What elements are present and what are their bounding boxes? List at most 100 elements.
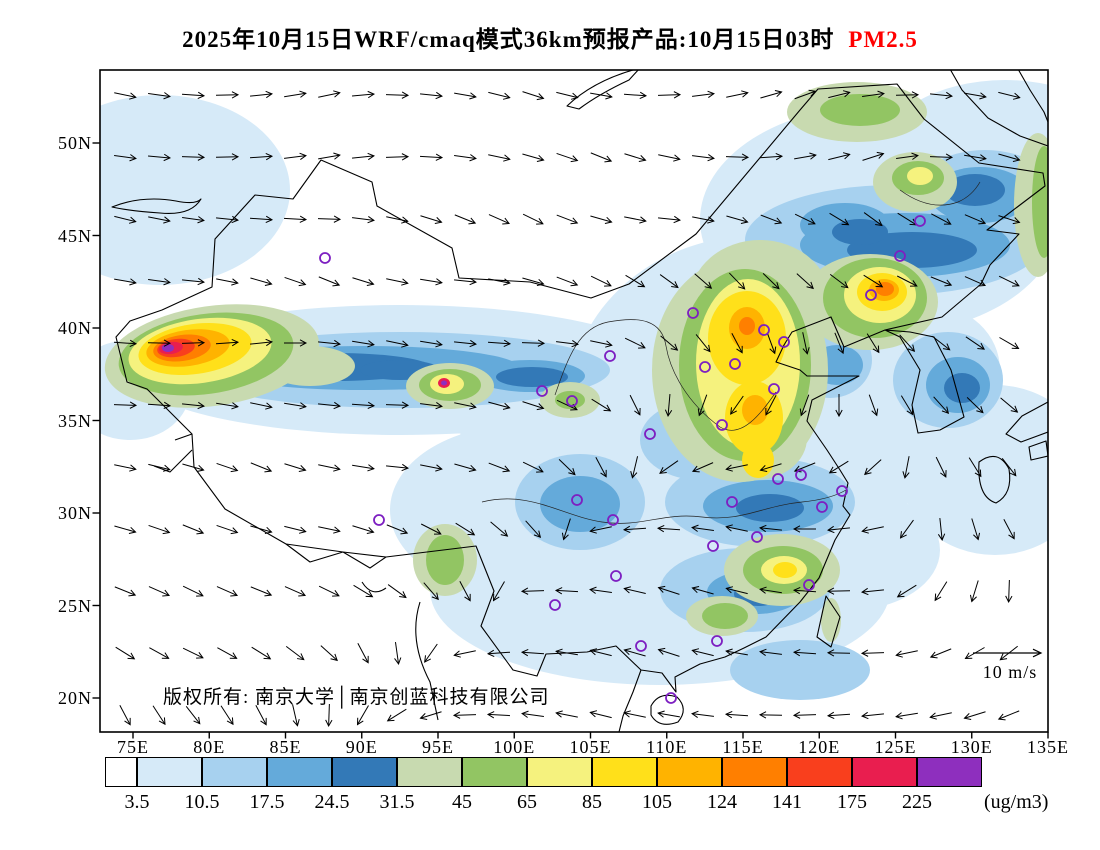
wind-vector <box>394 642 402 665</box>
wind-vector <box>386 524 409 535</box>
wind-vector <box>522 461 544 473</box>
pm25-contour-blob <box>426 535 464 585</box>
wind-vector <box>726 90 749 98</box>
pm25-contour-blob <box>496 367 568 387</box>
wind-vector <box>148 216 171 224</box>
wind-vector <box>114 525 137 534</box>
lat-tick-label: 50N <box>58 133 92 153</box>
wind-vector <box>488 401 511 410</box>
wind-vector <box>691 710 714 718</box>
wind-vector <box>590 215 613 224</box>
pm25-contour-blob <box>555 391 585 409</box>
copyright-text: 版权所有: 南京大学│南京创蓝科技有限公司 <box>163 687 550 708</box>
wind-vector <box>762 272 780 290</box>
wind-vector <box>148 463 171 472</box>
wind-vector <box>590 92 613 100</box>
coastline-border-path <box>111 198 202 214</box>
coastline-border-path <box>361 581 439 721</box>
wind-vector <box>1001 458 1017 477</box>
wind-vector <box>861 526 884 534</box>
wind-vector <box>352 277 375 287</box>
wind-vector <box>589 648 612 657</box>
wind-vector <box>250 90 273 99</box>
plot-title-species: PM2.5 <box>848 27 918 52</box>
wind-vector <box>997 710 1020 721</box>
forecast-map <box>92 69 1049 739</box>
wind-vector <box>492 581 505 602</box>
wind-vector <box>182 401 205 410</box>
river-path <box>554 319 777 431</box>
wind-vector <box>759 648 782 656</box>
colorbar-cell <box>105 757 137 787</box>
station-marker <box>836 485 848 497</box>
wind-vector <box>386 340 409 348</box>
wind-vector <box>522 213 544 225</box>
pm25-contour-blob <box>739 317 755 335</box>
wind-vector <box>896 584 917 598</box>
wind-vector <box>520 587 545 595</box>
wind-vector <box>284 276 307 287</box>
wind-vector <box>385 153 410 161</box>
pm25-contour-blob <box>730 640 870 700</box>
wind-vector <box>929 153 954 161</box>
wind-vector <box>318 276 341 287</box>
wind-vector <box>896 275 918 287</box>
wind-vector <box>249 215 274 223</box>
pm25-contour-blob <box>907 167 933 185</box>
station-marker <box>571 494 583 506</box>
wind-vector <box>829 212 850 226</box>
wind-vector <box>758 711 783 719</box>
coastline-border-path <box>1005 401 1048 443</box>
station-marker <box>772 473 784 485</box>
wind-vector <box>765 395 777 416</box>
wind-vector <box>900 395 914 416</box>
wind-vector <box>1000 397 1019 413</box>
station-marker <box>604 350 616 362</box>
wind-vector <box>250 525 273 534</box>
lon-tick-label: 85E <box>269 737 302 757</box>
wind-vector <box>725 464 748 472</box>
wind-vector <box>424 643 438 663</box>
wind-vector <box>284 339 308 347</box>
station-marker <box>751 531 763 543</box>
coastline-border-path <box>650 694 684 725</box>
wind-vector <box>657 91 682 99</box>
wind-vector <box>866 333 880 354</box>
wind-vector <box>522 277 545 286</box>
wind-vector <box>353 584 374 598</box>
wind-vector <box>864 459 882 476</box>
wind-vector <box>971 518 981 541</box>
station-marker <box>778 336 790 348</box>
wind-vector <box>968 457 982 478</box>
wind-vector <box>731 333 743 354</box>
map-content <box>100 70 1048 732</box>
station-marker <box>319 252 331 264</box>
station-marker <box>635 640 647 652</box>
wind-vector <box>659 460 679 474</box>
wind-vector <box>629 394 641 416</box>
wind-vector <box>725 524 748 532</box>
wind-vector <box>998 91 1021 100</box>
wind-vector <box>152 705 166 726</box>
wind-vector <box>351 90 376 99</box>
wind-vector <box>826 587 851 595</box>
wind-vector <box>555 648 578 656</box>
colorbar-tick-label: 105 <box>642 791 672 813</box>
river-path <box>899 181 981 206</box>
wind-vector <box>623 710 646 718</box>
pm25-contour-blob <box>441 380 447 386</box>
wind-vector <box>386 708 407 722</box>
wind-vector <box>863 212 883 227</box>
wind-vector <box>284 463 307 473</box>
map-frame <box>99 69 1049 733</box>
wind-vector <box>625 274 646 288</box>
wind-vector <box>826 649 851 657</box>
lon-tick-label: 130E <box>950 737 993 757</box>
wind-vector <box>725 648 748 656</box>
pm25-contour-blob <box>773 562 797 578</box>
wind-vector <box>556 276 579 287</box>
wind-vector <box>760 90 783 99</box>
wind-vector <box>318 464 341 472</box>
wind-vector <box>113 401 138 409</box>
wind-vector <box>488 91 511 100</box>
